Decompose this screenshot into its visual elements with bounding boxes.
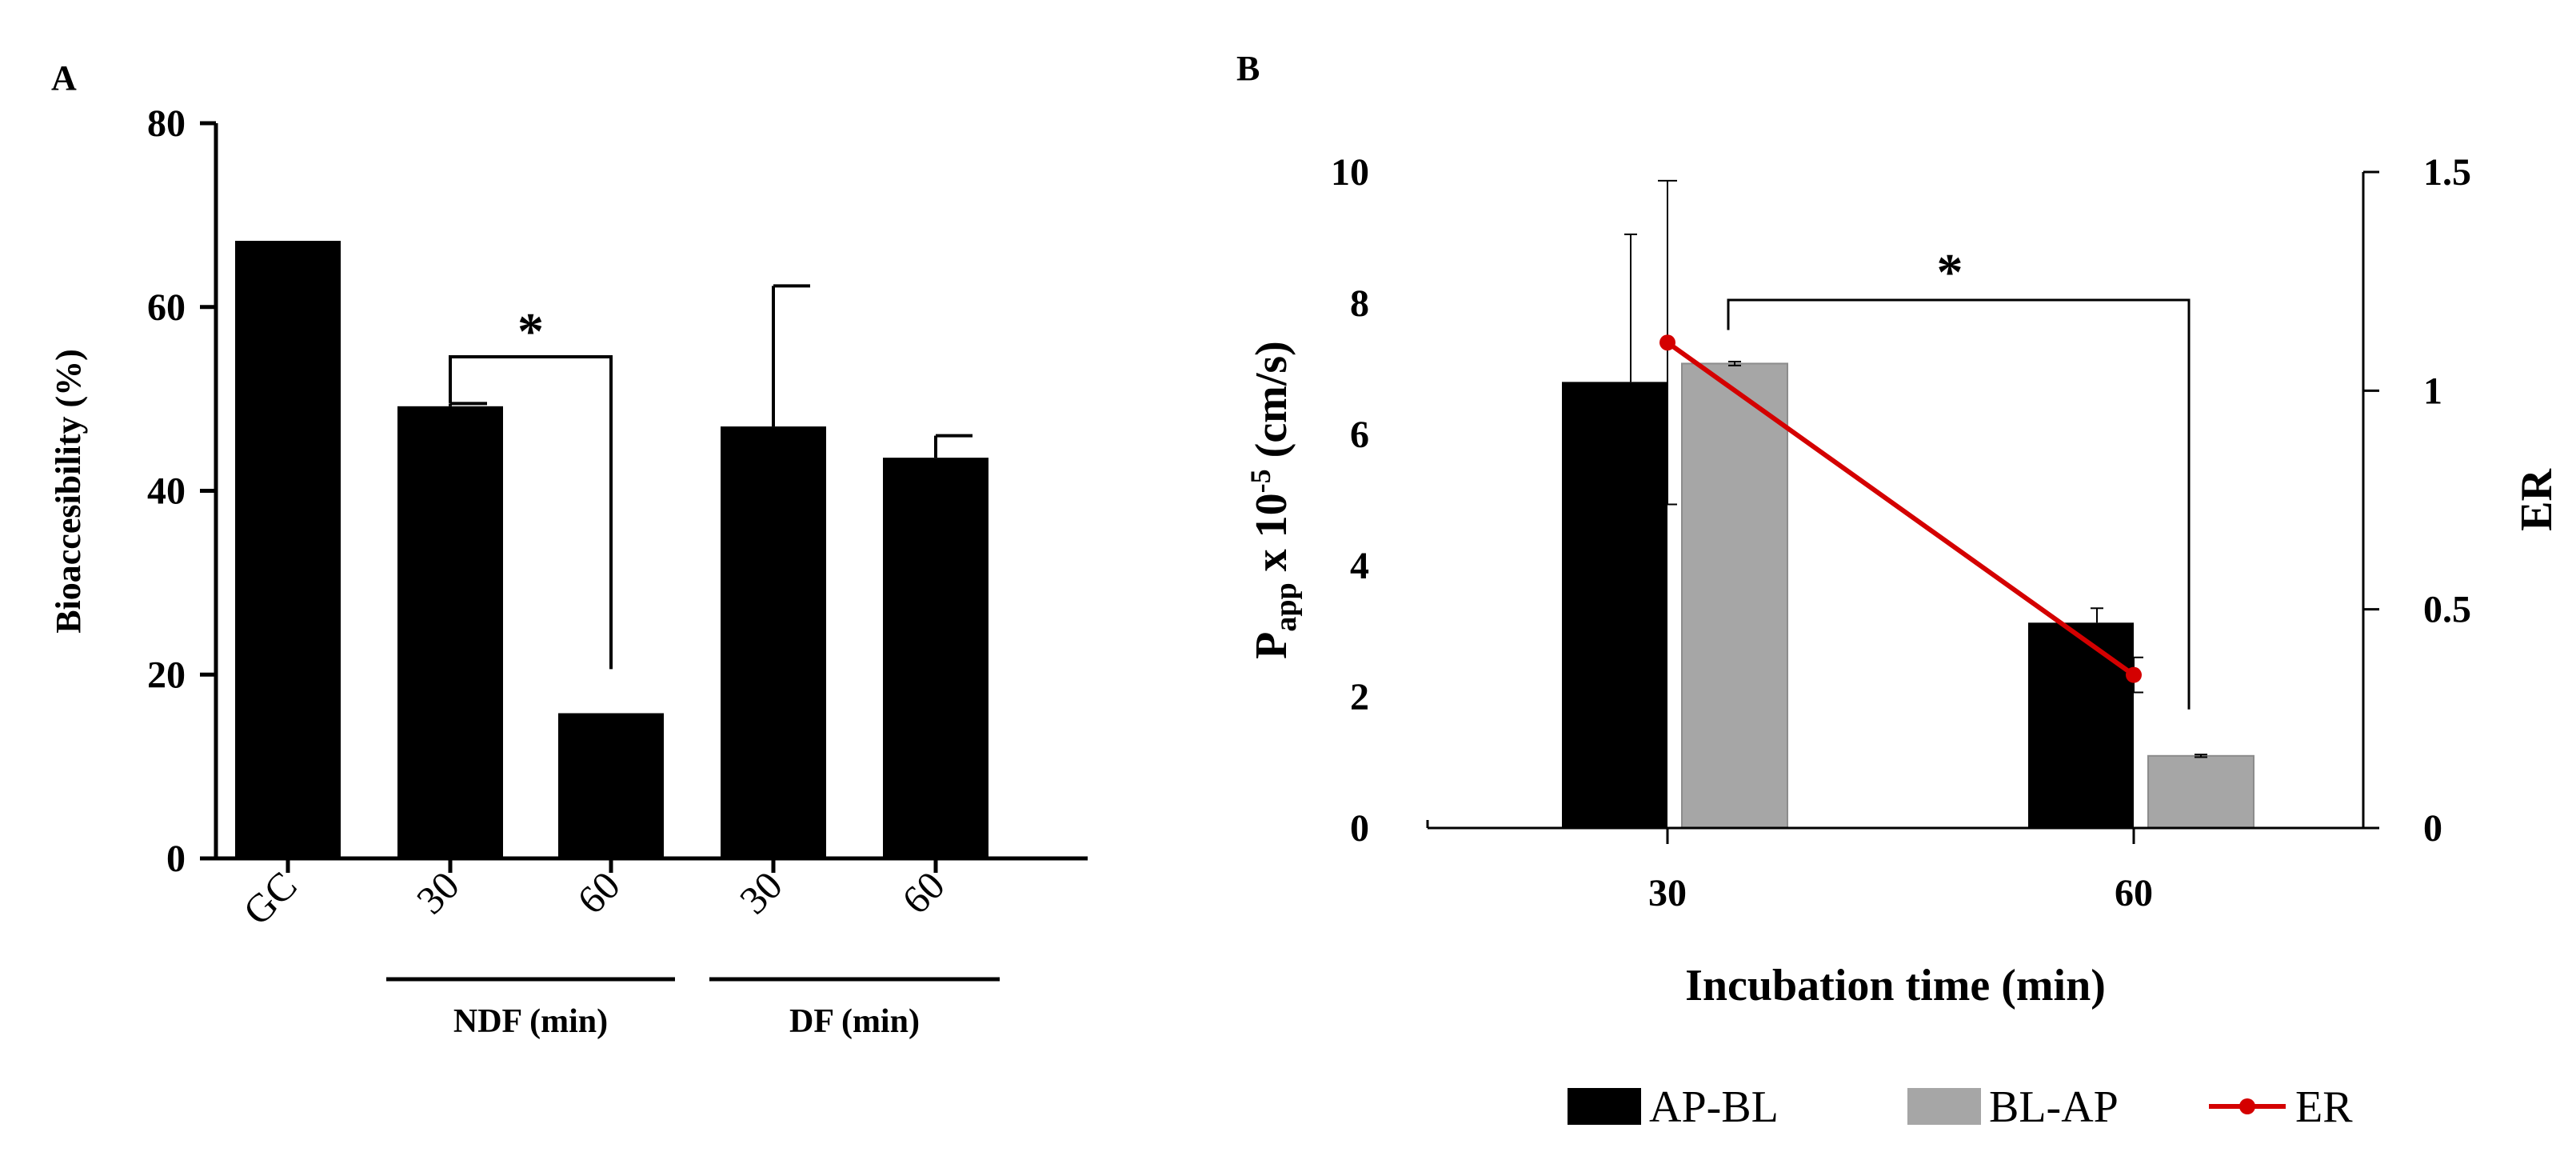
panel-a-y-title: Bioaccesibility (%) [49,349,88,634]
panel-b-bar-bl-ap [2147,754,2254,829]
panel-a-y-tick-label: 60 [147,286,186,329]
legend-marker-er [2239,1098,2255,1114]
panel-b-er-point [1659,334,1675,351]
panel-b-y2-tick-label: 0.5 [2423,589,2471,631]
panel-a-group-label: DF (min) [789,1003,920,1040]
panel-b-significance-bracket [1727,298,2191,710]
panel-b-y-tick-label: 0 [1350,807,1369,850]
panel-b-chart: 0 2 4 6 8 10 0 0.5 1 1.5 30 60 * [1331,151,2471,914]
panel-a-category-label: 30 [408,862,468,922]
panel-b-er-line [1666,340,2135,678]
panel-b-label: B [1236,49,1260,88]
panel-a-bar [721,426,826,858]
panel-a-y-tick-label: 40 [147,470,186,513]
panel-b-y-tick-label: 10 [1331,151,1369,194]
panel-a-bar [235,241,341,858]
panel-a-category-label: 30 [731,862,791,922]
panel-b-y2-tick-label: 1.5 [2423,151,2471,194]
panel-a-significance-bracket [449,355,613,670]
panel-b-y-tick-label: 8 [1350,282,1369,325]
panel-a-group-label: NDF (min) [453,1003,608,1040]
panel-b-y-tick-label: 4 [1350,545,1369,587]
panel-a-label: A [51,58,77,98]
panel-a-y-tick-label: 20 [147,654,186,696]
panel-a-y-tick-label: 0 [166,838,186,880]
panel-b-y-tick-label: 2 [1350,676,1369,718]
panel-b-y2-title: ER [2512,469,2562,531]
panel-b-significance-star: * [1937,243,1963,302]
panel-b-x-tick-label: 60 [2115,872,2153,914]
panel-a-bar [558,713,664,858]
legend-swatch-ap-bl [1568,1088,1641,1125]
panel-b-bar-ap-bl [1562,382,1667,828]
panel-b-y2-tick-label: 0 [2423,807,2442,850]
panel-b-er-point [2126,666,2142,683]
panel-b-legend: AP-BL BL-AP ER [1568,1082,2353,1132]
panel-b-y-tick-label: 6 [1350,414,1369,456]
panel-b-x-title: Incubation time (min) [1685,961,2106,1010]
panel-a-bar [883,458,988,858]
panel-a-y-tick-label: 80 [147,102,186,145]
panel-b-x-tick-label: 30 [1648,872,1687,914]
panel-b-y-title: Papp x 10-5 (cm/s) [1244,341,1303,659]
panel-a-category-label: GC [234,862,306,934]
panel-a-bar [397,406,503,858]
legend-label-er: ER [2295,1082,2353,1132]
panel-a-category-label: 60 [569,862,629,922]
panel-b-bar-bl-ap [1681,362,1788,829]
panel-a-category-label: 60 [893,862,953,922]
legend-label-ap-bl: AP-BL [1649,1082,1779,1132]
panel-a-chart: 0 20 40 60 80 GC 30 60 30 60 NDF (min) DF (min) * [147,102,1000,1040]
panel-b-bar-ap-bl [2028,622,2134,828]
panel-b-y2-tick-label: 1 [2423,370,2442,412]
legend-swatch-bl-ap [1907,1088,1981,1125]
panel-a-significance-star: * [517,302,544,361]
legend-label-bl-ap: BL-AP [1989,1082,2119,1132]
